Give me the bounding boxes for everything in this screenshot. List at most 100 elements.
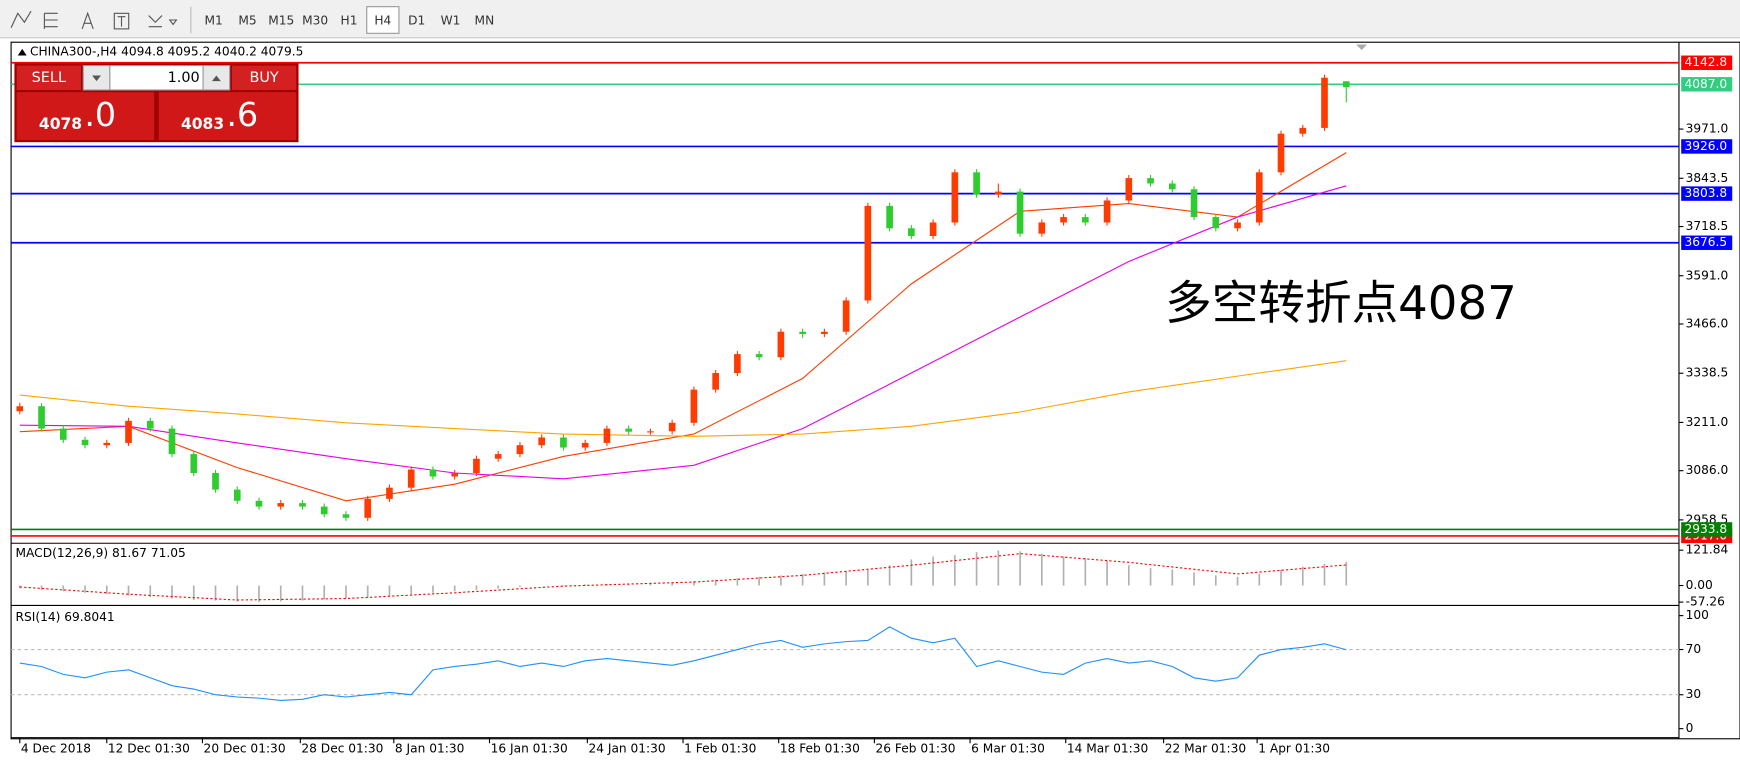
candle-body (125, 420, 132, 443)
bid-main[interactable]: 4078 (39, 115, 82, 133)
volume-value[interactable]: 1.00 (168, 70, 200, 86)
timeframe-button[interactable]: M1 (204, 14, 222, 28)
moving-average (19, 360, 1347, 437)
timeframe-button[interactable]: W1 (441, 14, 461, 28)
toolbar-icons[interactable] (10, 10, 178, 30)
x-tick-label: 18 Feb 01:30 (780, 741, 860, 755)
trade-panel: SELL 1.00 BUY 4078 .0 4083 .6 (14, 63, 299, 143)
timeframe-button[interactable]: MN (475, 14, 495, 28)
candle-body (342, 514, 350, 518)
y-tick-label: 3591.0 (1686, 268, 1729, 282)
candle-body (995, 191, 1002, 195)
macd-tick-label: 121.84 (1686, 543, 1729, 557)
x-tick-label: 6 Mar 01:30 (971, 741, 1045, 755)
candle-body (1168, 183, 1176, 190)
candle-body (255, 500, 263, 507)
timeframe-button[interactable]: H1 (341, 14, 358, 28)
ask-box[interactable] (158, 92, 297, 140)
candle-body (429, 469, 437, 477)
candle-body (1147, 178, 1154, 184)
candle-body (386, 487, 393, 499)
candle-body (190, 454, 198, 474)
buy-label[interactable]: BUY (249, 70, 278, 86)
candle-body (16, 406, 24, 412)
candle-body (625, 428, 632, 432)
level-label: 4142.8 (1685, 55, 1728, 69)
x-tick-label: 14 Mar 01:30 (1067, 741, 1148, 755)
level-label: 3676.5 (1685, 235, 1728, 249)
bid-tail[interactable]: .0 (84, 95, 116, 134)
x-tick-label: 1 Feb 01:30 (684, 741, 756, 755)
volume-down-icon (92, 75, 101, 82)
timeframe-button[interactable]: M5 (238, 14, 256, 28)
icon-chart[interactable] (10, 10, 32, 29)
timeframe-button[interactable]: M30 (302, 14, 328, 28)
candle-body (908, 228, 915, 236)
candle-body (212, 473, 219, 490)
candle-body (538, 437, 546, 446)
x-tick-label: 16 Jan 01:30 (491, 741, 568, 755)
sell-button[interactable] (16, 65, 82, 90)
shift-marker (1356, 44, 1368, 50)
timeframe-button[interactable]: D1 (408, 14, 425, 28)
icon-text[interactable] (81, 11, 94, 30)
level-tag (1681, 77, 1733, 92)
chart-frame (10, 41, 1740, 740)
candle-body (951, 172, 959, 223)
candle-body (1103, 200, 1111, 223)
candle-body (59, 428, 67, 440)
x-tick-label: 28 Dec 01:30 (301, 741, 383, 755)
icon-arrows[interactable] (148, 15, 178, 28)
buy-button[interactable] (231, 65, 297, 90)
candle-body (690, 389, 698, 423)
x-tick-label: 22 Mar 01:30 (1165, 741, 1246, 755)
candle-body (886, 205, 893, 229)
level-tag (1681, 139, 1733, 154)
candle-body (1212, 217, 1220, 229)
candle-body (929, 222, 937, 236)
ask-main[interactable]: 4083 (181, 115, 224, 133)
chart-header: CHINA300-,H4 4094.8 4095.2 4040.2 4079.5 (30, 45, 303, 59)
icon-fib[interactable] (43, 12, 58, 29)
level-tag (1681, 235, 1733, 250)
candle-body (755, 354, 763, 358)
candle-body (864, 205, 872, 301)
ask-tail[interactable]: .6 (226, 95, 258, 134)
candle-body (146, 420, 154, 429)
timeframe-selected[interactable] (366, 6, 400, 34)
bid-box[interactable] (16, 92, 155, 140)
level-label: 2933.8 (1685, 522, 1728, 536)
y-tick-label: 3338.5 (1686, 366, 1729, 380)
rsi-tick-label: 0 (1686, 721, 1694, 735)
candle-body (103, 442, 111, 446)
candle-body (38, 406, 45, 429)
timeframe-button[interactable]: H4 (374, 14, 391, 28)
candle-body (821, 331, 828, 335)
candle-body (1277, 133, 1285, 173)
timeframe-button[interactable]: M15 (268, 14, 294, 28)
icon-label-t[interactable] (117, 16, 126, 27)
candle-body (364, 498, 372, 518)
candle-body (1234, 222, 1241, 229)
candle-body (1060, 217, 1067, 223)
candle-body (712, 373, 719, 390)
x-tick-label: 4 Dec 2018 (21, 741, 91, 755)
candle-body (799, 331, 806, 335)
rsi-tick-label: 70 (1686, 642, 1702, 656)
y-tick-label: 3971.0 (1686, 122, 1729, 136)
sell-label[interactable]: SELL (32, 70, 66, 86)
candle-body (516, 445, 524, 455)
x-tick-label: 8 Jan 01:30 (395, 741, 464, 755)
icon-label[interactable] (113, 12, 130, 30)
candle-body (1016, 191, 1024, 234)
candle-body (734, 354, 741, 374)
candle-body (233, 489, 241, 501)
candle-body (647, 431, 654, 433)
candle-body (1190, 189, 1198, 218)
candle-body (842, 300, 850, 332)
candle-body (668, 422, 676, 432)
collapse-arrow[interactable] (17, 48, 27, 56)
candle-body (581, 442, 589, 448)
y-tick-label: 3843.5 (1686, 171, 1729, 185)
